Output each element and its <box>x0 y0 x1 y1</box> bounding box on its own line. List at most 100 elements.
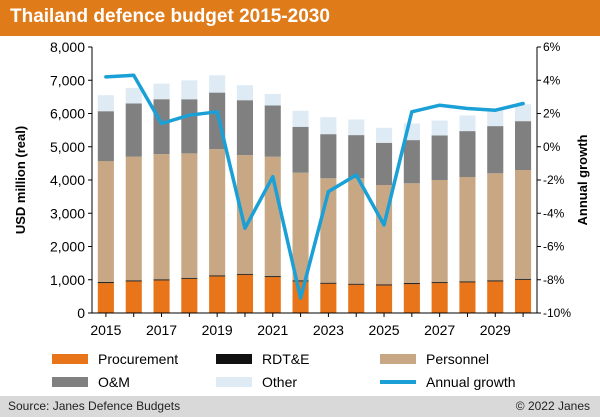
point-annual-growth-2024 <box>354 173 358 177</box>
bar-o-m-2021 <box>264 105 281 157</box>
legend-swatch-rdt-e <box>216 354 252 364</box>
legend-swatch-other <box>216 377 252 387</box>
bar-procurement-2015 <box>97 283 114 313</box>
x-tick-label: 2027 <box>424 322 455 338</box>
y2-axis-title: Annual growth <box>575 134 590 225</box>
x-tick-label: 2023 <box>313 322 344 338</box>
bar-personnel-2019 <box>209 149 226 276</box>
bar-other-2015 <box>97 95 114 112</box>
bar-procurement-2027 <box>431 283 448 313</box>
source-note: Source: Janes Defence Budgets <box>8 399 181 413</box>
copyright-note: © 2022 Janes <box>515 399 590 413</box>
y2-tick-label: -8% <box>543 273 565 287</box>
point-annual-growth-2021 <box>271 175 275 179</box>
y-tick-label: 5,000 <box>50 139 85 155</box>
point-annual-growth-2030 <box>521 102 525 105</box>
bar-procurement-2030 <box>515 279 532 314</box>
point-annual-growth-2020 <box>243 226 247 230</box>
bar-rdt-e-2025 <box>376 284 393 286</box>
bar-o-m-2015 <box>97 111 114 162</box>
legend-swatch-o-m <box>52 377 88 387</box>
legend-swatch-personnel <box>380 354 416 364</box>
y-tick-label: 3,000 <box>50 205 85 221</box>
bar-rdt-e-2029 <box>487 280 504 282</box>
bar-o-m-2028 <box>459 131 476 177</box>
chart-title: Thailand defence budget 2015-2030 <box>10 6 330 27</box>
bar-rdt-e-2020 <box>236 273 253 275</box>
bar-procurement-2028 <box>459 282 476 313</box>
bar-other-2030 <box>515 104 532 122</box>
point-annual-growth-2026 <box>410 110 414 114</box>
legend-label-annual-growth: Annual growth <box>426 374 516 390</box>
bar-procurement-2026 <box>403 284 420 313</box>
y-axis-title: USD million (real) <box>13 126 28 234</box>
bar-o-m-2018 <box>181 99 198 154</box>
bar-rdt-e-2019 <box>209 275 226 277</box>
bar-o-m-2024 <box>348 135 365 179</box>
bar-other-2023 <box>320 117 337 135</box>
bar-rdt-e-2016 <box>125 280 142 282</box>
bar-o-m-2025 <box>376 142 393 185</box>
bar-personnel-2020 <box>236 155 253 274</box>
y2-tick-label: 2% <box>543 107 561 121</box>
bar-o-m-2020 <box>236 100 253 156</box>
bar-personnel-2021 <box>264 156 281 277</box>
bar-o-m-2030 <box>515 121 532 170</box>
chart-card: 0 1,000 2,000 3,000 4,000 5,000 6,000 7,000 8,00… <box>0 36 600 396</box>
bar-rdt-e-2023 <box>320 282 337 284</box>
bar-rdt-e-2024 <box>348 283 365 285</box>
y-tick-label: 4,000 <box>50 172 85 188</box>
bar-rdt-e-2028 <box>459 281 476 283</box>
bar-personnel-2022 <box>292 172 309 281</box>
bar-rdt-e-2018 <box>181 277 198 279</box>
bar-procurement-2016 <box>125 281 142 313</box>
x-tick-label: 2015 <box>90 322 121 338</box>
bar-other-2027 <box>431 120 448 136</box>
point-annual-growth-2018 <box>187 113 191 117</box>
legend-swatch-procurement <box>52 354 88 364</box>
bar-rdt-e-2027 <box>431 282 448 284</box>
bar-other-2021 <box>264 93 281 106</box>
bar-personnel-2029 <box>487 173 504 281</box>
y2-tick-label: -2% <box>543 173 565 187</box>
legend-label-procurement: Procurement <box>98 351 178 367</box>
x-tick-label: 2019 <box>202 322 233 338</box>
bar-other-2016 <box>125 87 142 104</box>
x-tick-label: 2029 <box>480 322 511 338</box>
bar-rdt-e-2015 <box>97 282 114 284</box>
y2-tick-label: 0% <box>543 140 561 154</box>
bar-other-2022 <box>292 110 309 127</box>
point-annual-growth-2022 <box>299 296 303 300</box>
title-bar: Thailand defence budget 2015-2030 <box>0 0 600 36</box>
point-annual-growth-2017 <box>160 122 163 125</box>
bar-procurement-2025 <box>376 285 393 313</box>
bar-personnel-2016 <box>125 156 142 281</box>
bar-o-m-2017 <box>153 99 170 155</box>
point-annual-growth-2029 <box>493 108 497 112</box>
line-annual-growth <box>104 73 525 300</box>
bar-personnel-2028 <box>459 177 476 282</box>
bar-procurement-2029 <box>487 281 504 313</box>
y-tick-label: 8,000 <box>50 39 85 55</box>
bar-procurement-2019 <box>209 276 226 313</box>
point-annual-growth-2028 <box>466 107 469 110</box>
bar-other-2029 <box>487 109 504 127</box>
bar-o-m-2029 <box>487 126 504 174</box>
bar-personnel-2030 <box>515 170 532 279</box>
bar-personnel-2024 <box>348 178 365 284</box>
bar-o-m-2026 <box>403 140 420 184</box>
legend-label-other: Other <box>262 374 297 390</box>
bar-personnel-2018 <box>181 153 198 278</box>
x-tick-label: 2025 <box>368 322 399 338</box>
x-tick-label: 2021 <box>257 322 288 338</box>
bar-o-m-2022 <box>292 126 309 173</box>
bar-o-m-2027 <box>431 135 448 180</box>
bar-personnel-2026 <box>403 183 420 283</box>
bar-other-2018 <box>181 80 198 100</box>
y-tick-label: 6,000 <box>50 106 85 122</box>
chart-canvas: 0 1,000 2,000 3,000 4,000 5,000 6,000 7,000 8,00… <box>13 39 590 390</box>
bar-other-2028 <box>459 115 476 132</box>
bar-rdt-e-2017 <box>153 279 170 281</box>
bar-rdt-e-2026 <box>403 283 420 285</box>
bar-other-2019 <box>209 75 226 93</box>
